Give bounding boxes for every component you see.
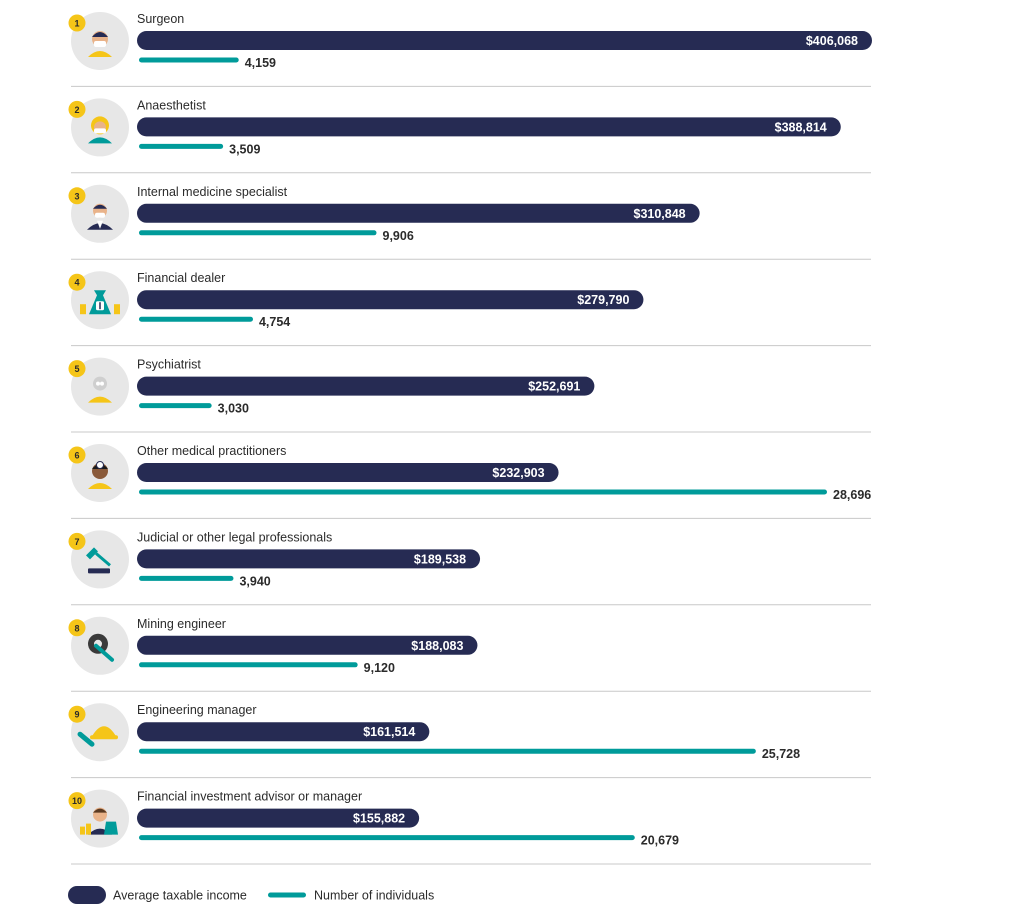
rank-number: 6: [74, 451, 79, 461]
count-bar: [139, 230, 377, 236]
rank-badge: [68, 446, 86, 464]
rank-badge: [68, 100, 86, 118]
category-label: Engineering manager: [137, 703, 257, 717]
income-bar: [137, 463, 559, 482]
count-bar: [139, 316, 253, 322]
rank-badge: [68, 532, 86, 550]
count-value-label: 4,159: [245, 56, 276, 70]
gavel-icon: [86, 547, 111, 574]
gear-wrench-icon: [88, 633, 114, 662]
income-bar: [137, 549, 481, 569]
count-value-label: 25,728: [762, 747, 800, 761]
rank-badge: [68, 187, 86, 205]
psychiatrist-icon: [88, 376, 112, 403]
rank-badge: [68, 792, 86, 810]
count-bar: [139, 143, 224, 149]
count-value-label: 28,696: [833, 488, 871, 502]
count-bar: [139, 662, 358, 668]
internal-medicine-specialist-icon: [87, 203, 113, 230]
rank-number: 7: [74, 537, 79, 547]
count-value-label: 3,940: [239, 574, 270, 588]
income-bar: [137, 290, 644, 310]
rank-number: 4: [74, 278, 79, 288]
rank-badge: [68, 273, 86, 291]
legend-label-income: Average taxable income: [113, 889, 247, 903]
count-value-label: 9,906: [383, 229, 414, 243]
count-bar: [139, 575, 234, 581]
income-value-label: $406,068: [806, 34, 858, 48]
income-value-label: $252,691: [528, 380, 580, 394]
rank-number: 9: [74, 710, 79, 720]
income-bar: [137, 808, 420, 828]
investment-advisor-icon: [80, 807, 118, 835]
count-value-label: 9,120: [364, 661, 395, 675]
income-value-label: $188,083: [411, 639, 463, 653]
income-bar: [137, 722, 430, 742]
count-bar: [139, 748, 756, 754]
rank-badge: [68, 705, 86, 723]
category-label: Surgeon: [137, 12, 184, 26]
income-value-label: $161,514: [363, 725, 415, 739]
count-value-label: 3,509: [229, 142, 260, 156]
legend-swatch-income: [68, 886, 106, 904]
income-bar: [137, 635, 478, 655]
category-label: Financial investment advisor or manager: [137, 790, 362, 804]
income-value-label: $189,538: [414, 552, 466, 566]
rank-badge: [68, 360, 86, 378]
rank-number: 3: [74, 191, 79, 201]
count-value-label: 20,679: [641, 834, 679, 848]
count-value-label: 3,030: [218, 402, 249, 416]
medical-practitioner-icon: [88, 461, 112, 489]
category-label: Mining engineer: [137, 617, 226, 631]
income-bar: [137, 117, 841, 137]
hard-hat-icon: [77, 726, 118, 747]
income-value-label: $388,814: [775, 120, 827, 134]
rank-badge: [68, 619, 86, 637]
rank-badge: [68, 14, 86, 32]
rank-number: 1: [74, 19, 79, 29]
income-bar: [137, 203, 700, 223]
count-bar: [139, 835, 635, 841]
legend-swatch-count: [268, 892, 306, 898]
money-bag-icon: [80, 290, 120, 315]
anaesthetist-icon: [88, 116, 112, 144]
icon-background: [71, 530, 129, 589]
rank-number: 5: [74, 364, 79, 374]
income-value-label: $279,790: [577, 293, 629, 307]
category-label: Psychiatrist: [137, 358, 201, 372]
rank-number: 8: [74, 623, 79, 633]
count-bar: [139, 57, 239, 63]
legend-label-count: Number of individuals: [314, 889, 434, 903]
category-label: Internal medicine specialist: [137, 185, 288, 199]
income-value-label: $232,903: [492, 466, 544, 480]
category-label: Judicial or other legal professionals: [137, 530, 332, 544]
count-bar: [139, 489, 827, 495]
income-bar: [137, 376, 595, 396]
category-label: Other medical practitioners: [137, 444, 286, 458]
income-value-label: $310,848: [634, 207, 686, 221]
category-label: Financial dealer: [137, 271, 225, 285]
surgeon-icon: [88, 31, 112, 57]
rank-number: 10: [72, 796, 82, 806]
income-value-label: $155,882: [353, 812, 405, 826]
category-label: Anaesthetist: [137, 98, 206, 112]
income-bar: [137, 31, 872, 50]
count-value-label: 4,754: [259, 315, 290, 329]
rank-number: 2: [74, 105, 79, 115]
count-bar: [139, 403, 212, 409]
